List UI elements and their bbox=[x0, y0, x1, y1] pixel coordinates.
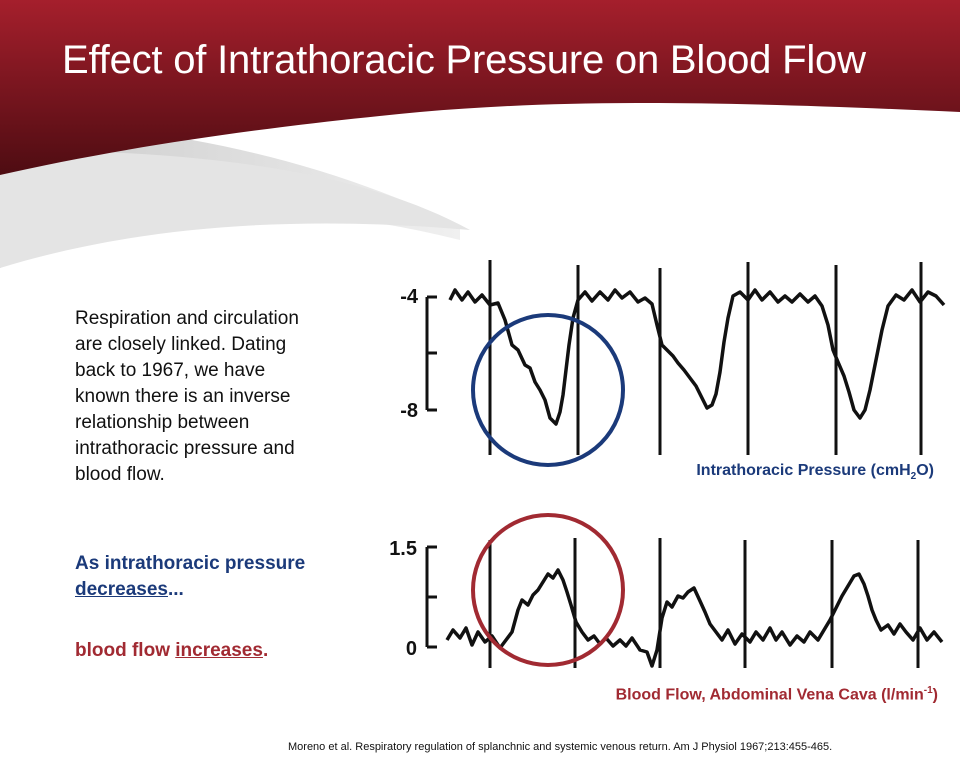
pressure-axis bbox=[425, 295, 437, 412]
keyword-decreases: decreases bbox=[75, 579, 168, 600]
keyword-increases: increases bbox=[175, 640, 263, 661]
red-header-band bbox=[0, 0, 960, 175]
flow-label-superscript: -1 bbox=[923, 685, 933, 696]
emphasis-increases-suffix: . bbox=[262, 640, 269, 661]
intro-paragraph-text: Respiration and circulation are closely … bbox=[75, 308, 299, 485]
citation: Moreno et al. Respiratory regulation of … bbox=[288, 741, 833, 753]
pressure-trace bbox=[448, 288, 946, 426]
flow-axis bbox=[425, 545, 437, 649]
flow-markers bbox=[488, 538, 920, 668]
flow-trace-label: Blood Flow, Abdominal Vena Cava (l/min-1… bbox=[616, 685, 938, 704]
pressure-tick-top: -4 bbox=[400, 286, 419, 308]
pressure-label-main: Intrathoracic Pressure (cmH bbox=[696, 462, 911, 479]
pressure-markers bbox=[488, 260, 923, 455]
flow-label-main: Blood Flow, Abdominal Vena Cava (l/min bbox=[615, 686, 924, 704]
gray-swoosh-light bbox=[0, 150, 470, 268]
emphasis-decreases-suffix: ... bbox=[167, 579, 184, 600]
emphasis-decreases: As intrathoracic pressure decreases... bbox=[75, 551, 355, 603]
flow-label-end: ) bbox=[932, 686, 938, 704]
page-title: Effect of Intrathoracic Pressure on Bloo… bbox=[62, 38, 866, 82]
pressure-drop-highlight bbox=[471, 313, 625, 467]
emphasis-decreases-prefix: As intrathoracic pressure bbox=[75, 553, 306, 574]
emphasis-increases-prefix: blood flow bbox=[75, 640, 176, 661]
flow-tick-top: 1.5 bbox=[389, 538, 417, 560]
flow-tick-bottom: 0 bbox=[406, 638, 417, 660]
flow-rise-highlight bbox=[471, 513, 625, 667]
pressure-label-end: O) bbox=[916, 462, 934, 479]
emphasis-increases: blood flow increases. bbox=[75, 638, 355, 664]
pressure-label-subscript: 2 bbox=[910, 471, 917, 483]
intro-paragraph: Respiration and circulation are closely … bbox=[75, 306, 325, 488]
flow-trace bbox=[445, 568, 944, 668]
pressure-trace-label: Intrathoracic Pressure (cmH2O) bbox=[696, 462, 934, 482]
pressure-tick-bottom: -8 bbox=[400, 400, 418, 422]
